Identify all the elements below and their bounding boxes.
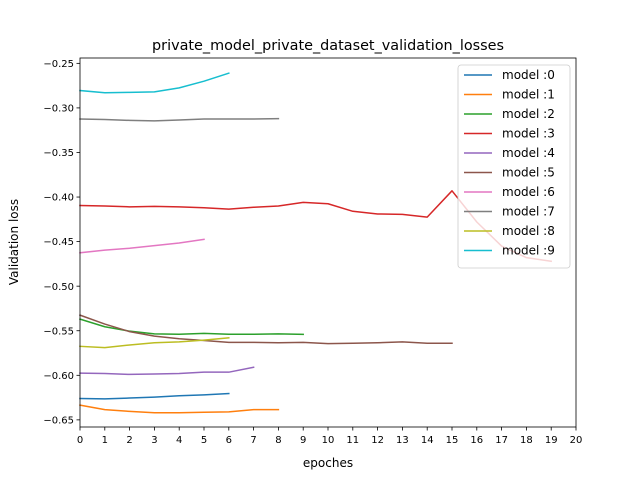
legend-label-model-8: model :8: [502, 224, 555, 238]
x-tick-label: 15: [446, 435, 459, 446]
x-tick-label: 8: [275, 435, 281, 446]
legend-box: [457, 64, 571, 269]
series-line-model-8: [79, 337, 230, 349]
x-tick-label: 17: [495, 435, 508, 446]
x-tick-label: 12: [371, 435, 384, 446]
x-tick-label: 18: [520, 435, 533, 446]
legend-label-model-5: model :5: [502, 166, 555, 180]
chart-title: private_model_private_dataset_validation…: [152, 38, 504, 54]
series-line-model-4: [79, 366, 255, 376]
y-tick-label: −0.50: [43, 282, 74, 293]
legend-label-model-7: model :7: [502, 205, 555, 219]
legend-label-model-1: model :1: [502, 88, 555, 102]
legend-label-model-6: model :6: [502, 185, 555, 199]
series-line-model-9: [79, 72, 230, 94]
x-tick-label: 20: [570, 435, 583, 446]
x-tick-label: 16: [470, 435, 483, 446]
x-tick-label: 0: [77, 435, 83, 446]
y-axis-ticks: −0.65 −0.60 −0.55 −0.50 −0.45 −0.40 −0.35 −0.30…: [43, 59, 80, 426]
y-tick-label: −0.55: [43, 326, 74, 337]
x-tick-label: 4: [176, 435, 182, 446]
legend-label-model-2: model :2: [502, 107, 555, 121]
x-tick-label: 9: [300, 435, 306, 446]
x-tick-label: 6: [226, 435, 232, 446]
x-tick-label: 7: [250, 435, 256, 446]
y-tick-label: −0.40: [43, 193, 74, 204]
series-line-model-7: [79, 117, 280, 122]
plot-series-group: [79, 72, 553, 414]
y-axis-label: Validation loss: [7, 199, 21, 285]
legend-label-model-0: model :0: [502, 68, 555, 82]
x-tick-label: 10: [322, 435, 335, 446]
legend: model :0 model :1 model :2 model :3 model :4…: [457, 64, 571, 269]
y-tick-label: −0.30: [43, 104, 74, 115]
legend-label-model-9: model :9: [502, 244, 555, 258]
x-axis-label: epoches: [303, 456, 353, 470]
x-tick-label: 19: [545, 435, 558, 446]
x-tick-label: 1: [102, 435, 108, 446]
series-line-model-6: [79, 238, 205, 254]
x-tick-label: 2: [126, 435, 132, 446]
y-tick-label: −0.45: [43, 237, 74, 248]
y-tick-label: −0.60: [43, 371, 74, 382]
series-line-model-2: [79, 318, 304, 336]
y-tick-label: −0.25: [43, 59, 74, 70]
x-tick-label: 3: [151, 435, 157, 446]
x-tick-label: 11: [346, 435, 359, 446]
x-tick-label: 14: [421, 435, 434, 446]
plot-area-frame: [79, 57, 577, 428]
x-tick-label: 13: [396, 435, 409, 446]
legend-label-model-3: model :3: [502, 127, 555, 141]
series-line-model-5: [79, 314, 453, 345]
x-axis-ticks: 0 1 2 3 4 5 6 7 8 9 10 11 12 13 14 15 16 17 18 19 20: [77, 427, 583, 446]
x-tick-label: 5: [201, 435, 207, 446]
series-line-model-1: [79, 404, 280, 414]
series-line-model-0: [79, 392, 230, 400]
legend-label-model-4: model :4: [502, 146, 555, 160]
y-tick-label: −0.35: [43, 148, 74, 159]
y-tick-label: −0.65: [43, 415, 74, 426]
